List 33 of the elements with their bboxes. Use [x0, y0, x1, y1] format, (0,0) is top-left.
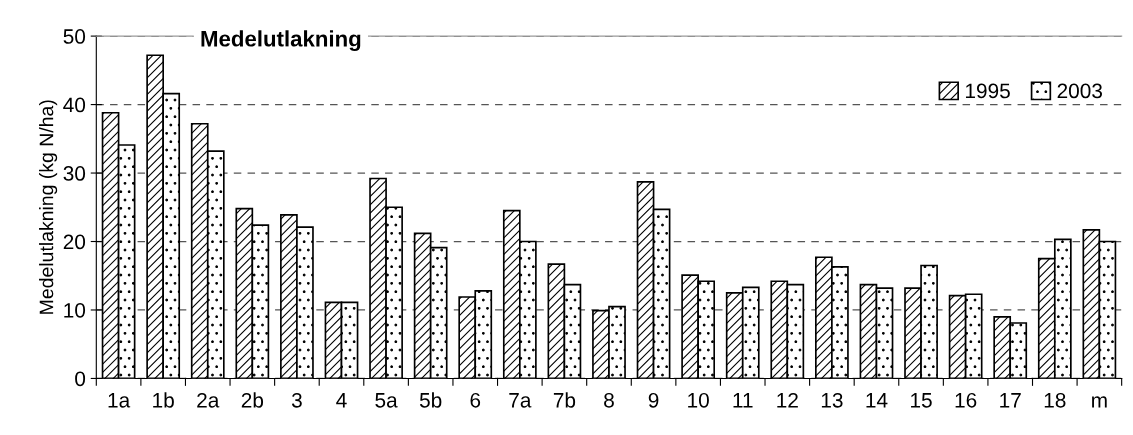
x-tick-label: 15 — [911, 393, 932, 408]
x-tick-label: 3 — [291, 392, 302, 408]
x-tick-label: 18 — [1044, 392, 1066, 408]
y-tick-label: 0 — [75, 371, 86, 387]
y-tick-label: 30 — [63, 166, 86, 181]
chart-title: Medelutlakning — [201, 30, 361, 52]
x-tick-label: 12 — [777, 392, 798, 408]
x-tick-label: 16 — [955, 392, 977, 408]
x-tick-label: m — [1092, 396, 1107, 408]
x-tick-label: 9 — [648, 392, 659, 408]
x-tick-label: 4 — [336, 393, 347, 408]
x-tick-label: 1b — [153, 392, 174, 408]
x-tick-label: 17 — [1000, 393, 1021, 408]
y-tick-label: 50 — [63, 29, 86, 44]
legend-label: 2003 — [1057, 83, 1103, 99]
x-tick-label: 6 — [470, 392, 481, 408]
x-tick-label: 2b — [241, 392, 264, 408]
y-axis-title: Medelutlakning (kg N/ha) — [39, 100, 58, 314]
x-tick-label: 5a — [375, 393, 398, 408]
x-tick-label: 2a — [197, 392, 220, 408]
x-tick-label: 7a — [509, 393, 532, 408]
y-tick-label: 10 — [64, 302, 86, 318]
legend-label: 1995 — [965, 83, 1010, 99]
y-tick-label: 20 — [63, 234, 86, 250]
x-tick-label: 10 — [688, 392, 709, 408]
x-tick-label: 5b — [419, 392, 442, 408]
x-tick-label: 1a — [108, 393, 131, 408]
x-tick-label: 11 — [733, 393, 753, 408]
x-tick-label: 14 — [866, 393, 888, 408]
y-tick-label: 40 — [63, 97, 86, 113]
x-tick-label: 7b — [553, 392, 576, 408]
x-tick-label: 13 — [821, 392, 843, 408]
x-tick-label: 8 — [604, 392, 614, 408]
